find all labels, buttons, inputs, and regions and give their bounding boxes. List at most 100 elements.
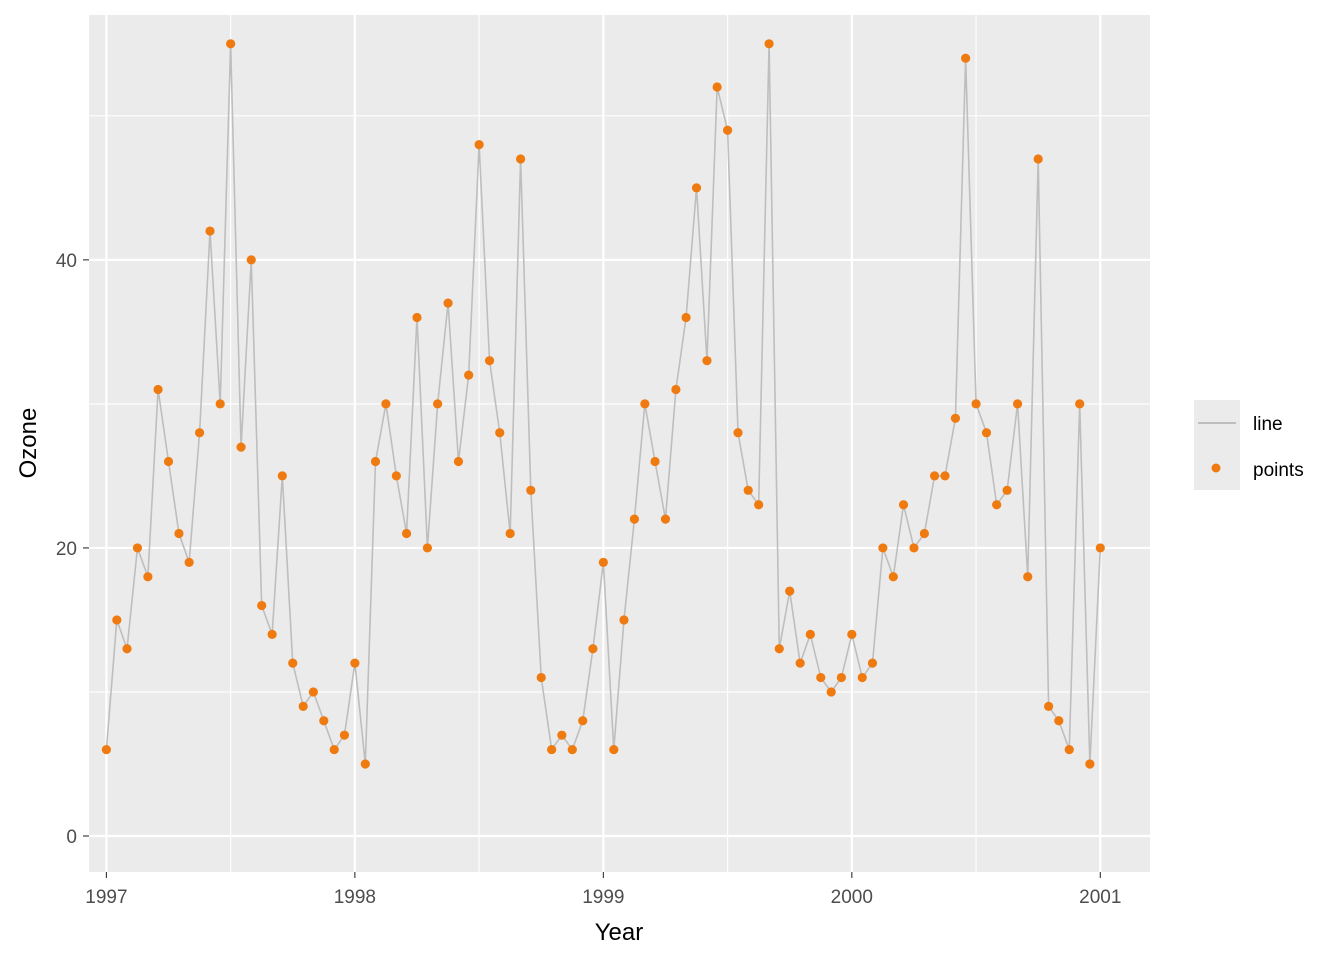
data-point — [992, 500, 1002, 510]
data-point — [816, 672, 826, 683]
data-point — [929, 471, 940, 481]
data-point — [567, 744, 577, 755]
data-point — [526, 485, 536, 495]
data-point — [153, 384, 163, 395]
x-tick-label: 1997 — [85, 887, 127, 908]
data-point — [847, 629, 857, 639]
data-point — [609, 744, 619, 755]
data-point — [857, 672, 867, 683]
data-point — [940, 471, 950, 481]
data-point — [836, 672, 846, 683]
data-point — [257, 600, 267, 611]
x-tick-label: 2000 — [831, 887, 873, 908]
x-tick-label: 1999 — [582, 887, 624, 908]
data-point — [536, 672, 546, 683]
data-point — [143, 572, 153, 582]
data-point — [1044, 701, 1054, 711]
data-point — [971, 399, 981, 409]
data-point — [691, 183, 702, 193]
data-point — [516, 154, 526, 164]
data-point — [898, 500, 909, 510]
x-tick-label: 2001 — [1079, 887, 1121, 908]
data-point — [660, 514, 671, 524]
data-point — [184, 557, 194, 567]
data-point — [484, 356, 495, 366]
data-point — [505, 528, 515, 539]
data-point — [774, 644, 784, 654]
data-point — [329, 744, 339, 755]
data-point — [1085, 759, 1095, 769]
data-point — [764, 39, 774, 49]
data-point — [1033, 154, 1043, 164]
data-point — [619, 615, 629, 625]
data-point — [464, 370, 474, 380]
data-point — [629, 514, 640, 524]
data-point — [754, 500, 764, 510]
data-point — [743, 485, 753, 495]
data-point — [246, 255, 256, 265]
data-point — [888, 572, 898, 582]
data-point — [961, 53, 971, 63]
data-point — [422, 543, 433, 553]
data-point — [878, 543, 888, 553]
x-axis-title: Year — [595, 919, 644, 946]
data-point — [495, 428, 505, 438]
x-axis: 1997 1998 1999 2000 2001 — [85, 872, 1121, 908]
series-points — [101, 39, 1105, 769]
data-point — [640, 399, 650, 409]
data-point — [681, 312, 691, 323]
data-point — [267, 629, 277, 639]
data-point — [1095, 543, 1105, 553]
data-point — [785, 586, 795, 596]
y-tick-label: 0 — [66, 827, 77, 848]
data-point — [1054, 716, 1064, 726]
data-point — [298, 701, 308, 711]
data-point — [1064, 744, 1074, 755]
data-point — [722, 125, 733, 135]
data-point — [163, 456, 174, 467]
data-point — [702, 356, 712, 366]
data-point — [360, 759, 370, 769]
data-point — [226, 39, 236, 49]
data-point — [319, 716, 329, 726]
data-point — [288, 658, 298, 668]
data-point — [547, 744, 557, 755]
data-point — [598, 557, 608, 567]
data-point — [650, 456, 660, 467]
data-point — [101, 744, 111, 755]
data-point — [122, 644, 132, 654]
data-point — [370, 456, 381, 467]
plot-panel — [89, 15, 1150, 872]
y-tick-label: 20 — [56, 539, 77, 560]
data-point — [981, 428, 992, 438]
data-point — [308, 687, 318, 697]
data-point — [1002, 485, 1012, 495]
y-tick-label: 40 — [56, 251, 77, 272]
data-point — [712, 82, 722, 92]
data-point — [112, 615, 122, 625]
x-tick-label: 1998 — [334, 887, 376, 908]
data-point — [950, 413, 961, 423]
data-point — [443, 298, 453, 308]
y-axis: 0 20 40 — [56, 251, 89, 848]
legend-label-points: points — [1253, 460, 1304, 481]
data-point — [339, 730, 350, 740]
data-point — [412, 312, 422, 323]
data-point — [453, 456, 464, 467]
data-point — [174, 528, 184, 539]
data-point — [805, 629, 815, 639]
data-point — [391, 471, 401, 481]
data-point — [795, 658, 805, 668]
data-point — [433, 399, 443, 409]
data-point — [588, 644, 598, 654]
data-point — [194, 428, 205, 438]
legend-label-line: line — [1253, 414, 1283, 435]
data-point — [909, 543, 919, 553]
data-point — [557, 730, 567, 740]
legend-point-swatch — [1211, 463, 1221, 473]
data-point — [132, 543, 143, 553]
data-point — [826, 687, 836, 697]
data-point — [277, 471, 287, 481]
